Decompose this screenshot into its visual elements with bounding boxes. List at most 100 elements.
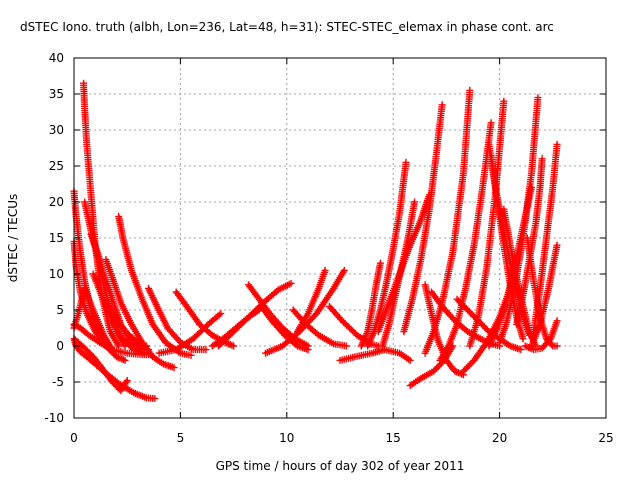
x-axis-label: GPS time / hours of day 302 of year 2011 bbox=[216, 459, 465, 473]
data-point bbox=[120, 336, 128, 344]
data-point bbox=[500, 97, 508, 105]
data-series bbox=[144, 284, 210, 354]
data-point bbox=[467, 309, 475, 317]
data-point bbox=[467, 359, 475, 367]
data-series bbox=[400, 101, 446, 336]
data-point bbox=[406, 356, 414, 364]
data-point bbox=[287, 279, 295, 287]
data-series bbox=[262, 266, 348, 357]
data-series bbox=[70, 335, 131, 395]
data-point bbox=[202, 346, 210, 354]
data-point bbox=[115, 342, 123, 350]
data-point bbox=[553, 342, 561, 350]
x-tick-label: 5 bbox=[177, 431, 185, 445]
data-point bbox=[125, 341, 133, 349]
y-tick-label: 25 bbox=[49, 159, 64, 173]
data-point bbox=[534, 94, 542, 102]
data-point bbox=[519, 335, 527, 343]
data-point bbox=[376, 259, 384, 267]
data-point bbox=[142, 342, 150, 350]
y-tick-label: 5 bbox=[56, 303, 64, 317]
x-tick-label: 15 bbox=[386, 431, 401, 445]
data-series bbox=[379, 198, 418, 350]
data-point bbox=[121, 356, 129, 364]
y-tick-label: 35 bbox=[49, 87, 64, 101]
data-point bbox=[459, 301, 467, 309]
data-point bbox=[431, 366, 439, 374]
data-series bbox=[374, 191, 433, 336]
data-point bbox=[438, 101, 446, 109]
data-point bbox=[151, 395, 159, 403]
data-point bbox=[410, 198, 418, 206]
data-point bbox=[304, 346, 312, 354]
data-series bbox=[115, 212, 195, 359]
data-series bbox=[364, 158, 410, 350]
data-point bbox=[517, 346, 525, 354]
y-tick-label: -10 bbox=[44, 411, 64, 425]
data-point bbox=[466, 361, 474, 369]
data-point bbox=[217, 310, 225, 318]
data-series bbox=[521, 317, 561, 354]
data-point bbox=[455, 297, 463, 305]
data-point bbox=[119, 335, 127, 343]
data-series bbox=[336, 346, 414, 364]
data-point bbox=[127, 343, 135, 351]
data-point bbox=[462, 364, 470, 372]
y-tick-label: 10 bbox=[49, 267, 64, 281]
data-point bbox=[482, 325, 490, 333]
data-point bbox=[461, 303, 469, 311]
y-tick-label: 15 bbox=[49, 231, 64, 245]
data-point bbox=[321, 266, 329, 274]
data-series bbox=[155, 310, 225, 357]
data-point bbox=[479, 321, 487, 329]
data-point bbox=[465, 308, 473, 316]
data-point bbox=[215, 311, 223, 319]
data-point bbox=[466, 86, 474, 94]
data-point bbox=[122, 338, 130, 346]
data-point bbox=[553, 317, 561, 325]
data-point bbox=[123, 377, 131, 385]
data-point bbox=[140, 349, 148, 357]
x-tick-label: 20 bbox=[492, 431, 507, 445]
data-point bbox=[342, 342, 350, 350]
x-tick-label: 25 bbox=[598, 431, 613, 445]
x-tick-label: 10 bbox=[279, 431, 294, 445]
data-point bbox=[461, 366, 469, 374]
y-tick-label: 30 bbox=[49, 123, 64, 137]
data-point bbox=[470, 312, 478, 320]
data-point bbox=[545, 336, 553, 344]
data-points bbox=[70, 79, 561, 403]
data-point bbox=[553, 140, 561, 148]
data-series bbox=[496, 94, 542, 346]
data-point bbox=[230, 342, 238, 350]
data-series bbox=[80, 79, 123, 350]
data-point bbox=[548, 341, 556, 349]
data-point bbox=[456, 298, 464, 306]
data-point bbox=[340, 266, 348, 274]
data-point bbox=[430, 367, 438, 375]
y-tick-label: 0 bbox=[56, 339, 64, 353]
data-point bbox=[487, 119, 495, 127]
y-tick-label: 20 bbox=[49, 195, 64, 209]
data-series bbox=[293, 266, 329, 336]
ticks: 0 5 10 15 20 25 -10 -5 0 5 10 15 20 25 30 35 40 bbox=[44, 51, 613, 445]
data-point bbox=[170, 364, 178, 372]
x-tick-label: 0 bbox=[70, 431, 78, 445]
data-point bbox=[434, 363, 442, 371]
data-point bbox=[187, 351, 195, 359]
data-point bbox=[124, 339, 132, 347]
data-point bbox=[464, 363, 472, 371]
data-point bbox=[464, 306, 472, 314]
data-series bbox=[528, 241, 561, 350]
data-point bbox=[453, 295, 461, 303]
data-point bbox=[402, 158, 410, 166]
y-tick-label: -5 bbox=[52, 375, 64, 389]
data-point bbox=[110, 350, 118, 358]
chart-title: dSTEC Iono. truth (albh, Lon=236, Lat=48… bbox=[20, 20, 554, 34]
data-point bbox=[480, 323, 488, 331]
data-point bbox=[538, 155, 546, 163]
data-point bbox=[433, 364, 441, 372]
data-point bbox=[468, 311, 476, 319]
